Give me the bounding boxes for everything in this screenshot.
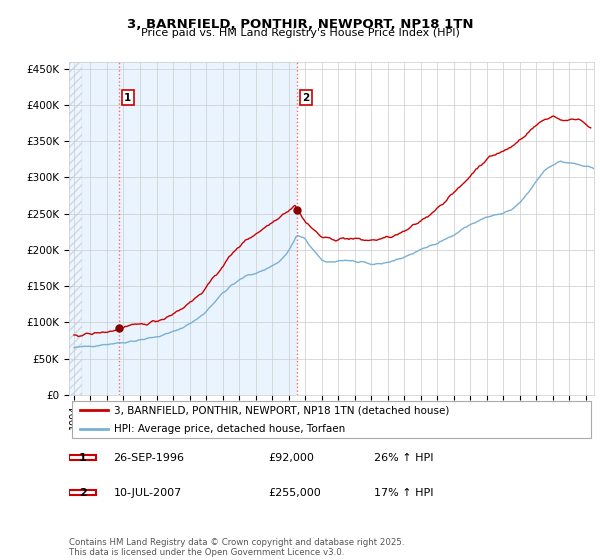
FancyBboxPatch shape: [69, 491, 96, 495]
Text: 10-JUL-2007: 10-JUL-2007: [113, 488, 182, 498]
Text: 1: 1: [79, 453, 86, 463]
Bar: [82, 62, 298, 395]
Text: 2: 2: [302, 93, 310, 103]
Text: HPI: Average price, detached house, Torfaen: HPI: Average price, detached house, Torf…: [113, 424, 345, 433]
Text: 1: 1: [124, 93, 131, 103]
Text: 26% ↑ HPI: 26% ↑ HPI: [373, 453, 433, 463]
Text: 26-SEP-1996: 26-SEP-1996: [113, 453, 185, 463]
Text: Contains HM Land Registry data © Crown copyright and database right 2025.
This d: Contains HM Land Registry data © Crown c…: [69, 538, 404, 557]
Text: 3, BARNFIELD, PONTHIR, NEWPORT, NP18 1TN (detached house): 3, BARNFIELD, PONTHIR, NEWPORT, NP18 1TN…: [113, 405, 449, 415]
Text: £255,000: £255,000: [269, 488, 321, 498]
Text: Price paid vs. HM Land Registry's House Price Index (HPI): Price paid vs. HM Land Registry's House …: [140, 28, 460, 38]
Bar: [69, 62, 82, 395]
FancyBboxPatch shape: [71, 401, 592, 438]
Text: 2: 2: [79, 488, 86, 498]
FancyBboxPatch shape: [69, 455, 96, 460]
Text: 3, BARNFIELD, PONTHIR, NEWPORT, NP18 1TN: 3, BARNFIELD, PONTHIR, NEWPORT, NP18 1TN: [127, 18, 473, 31]
Text: £92,000: £92,000: [269, 453, 314, 463]
Text: 17% ↑ HPI: 17% ↑ HPI: [373, 488, 433, 498]
